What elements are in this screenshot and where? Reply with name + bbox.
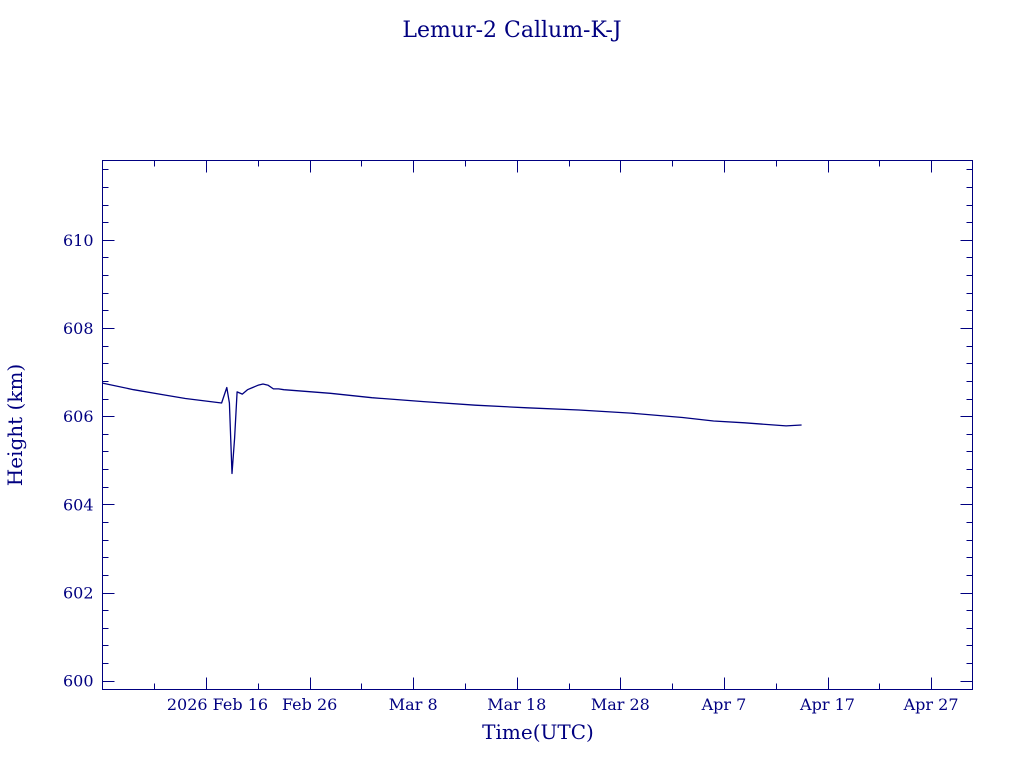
- y-tick-label: 608: [63, 319, 94, 338]
- y-tick-label: 610: [63, 231, 94, 250]
- x-axis-label: Time(UTC): [482, 720, 594, 744]
- chart-title: Lemur-2 Callum-K-J: [402, 18, 621, 43]
- x-tick-label: Mar 8: [389, 695, 438, 714]
- y-tick-label: 606: [63, 407, 94, 426]
- x-tick-label: Apr 7: [701, 695, 747, 714]
- y-tick-label: 600: [63, 672, 94, 691]
- plot-frame: [102, 160, 973, 690]
- axis-ticks: [102, 160, 973, 690]
- x-tick-label: Mar 28: [591, 695, 650, 714]
- tick-labels: 600 602 604 606 608 610 2026 Feb 16 Feb 26 Mar 8…: [63, 231, 959, 714]
- x-tick-label: Feb 26: [282, 695, 337, 714]
- y-tick-label: 602: [63, 584, 94, 603]
- y-tick-label: 604: [63, 495, 94, 514]
- x-tick-label: 2026 Feb 16: [167, 695, 268, 714]
- x-tick-label: Mar 18: [487, 695, 546, 714]
- y-axis-label: Height (km): [3, 364, 27, 486]
- x-tick-label: Apr 17: [799, 695, 855, 714]
- series-line: [102, 382, 802, 475]
- x-tick-label: Apr 27: [903, 695, 959, 714]
